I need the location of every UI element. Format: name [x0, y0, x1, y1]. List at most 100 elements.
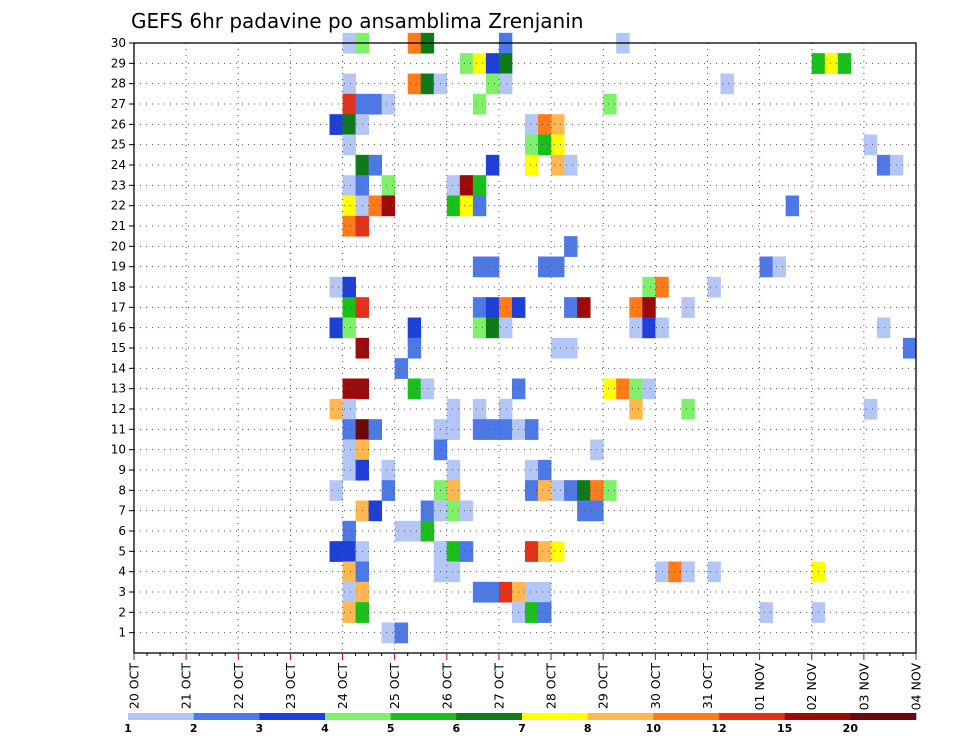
precip-cell: [525, 419, 539, 440]
x-tick-label: 21 OCT: [179, 663, 194, 709]
precip-cell: [342, 195, 356, 217]
precip-cell: [342, 317, 356, 339]
precip-cell: [472, 195, 487, 217]
precip-cell: [642, 276, 656, 298]
precip-cell: [446, 541, 461, 562]
y-tick-label: 29: [111, 56, 126, 70]
y-tick-label: 20: [111, 239, 126, 253]
precip-cell: [551, 154, 565, 176]
precip-cell: [837, 53, 852, 74]
precip-cell: [498, 53, 513, 74]
precip-cell: [342, 398, 356, 420]
grid-lines: [134, 42, 916, 653]
precip-cell: [329, 276, 343, 298]
y-tick-label: 2: [118, 605, 126, 619]
colorbar-segment: [456, 713, 523, 720]
precip-cell: [564, 337, 578, 359]
x-tick-label: 30 OCT: [648, 663, 663, 709]
precip-cell: [446, 195, 461, 217]
y-tick-label: 18: [111, 280, 126, 294]
y-tick-label: 9: [118, 463, 126, 477]
x-tick-label: 04 NOV: [909, 663, 924, 711]
precip-cell: [368, 195, 383, 217]
precip-cell: [329, 398, 343, 420]
y-tick-label: 23: [111, 178, 126, 192]
x-tick-label: 03 NOV: [856, 663, 871, 711]
y-tick-label: 5: [118, 544, 126, 558]
colorbar-label: 15: [777, 722, 792, 735]
precip-cell: [498, 581, 513, 603]
precip-cell: [538, 256, 552, 278]
x-tick-label: 31 OCT: [700, 663, 715, 709]
x-tick-label: 24 OCT: [335, 663, 350, 709]
precip-cell: [472, 297, 487, 318]
precip-cell: [420, 500, 435, 522]
precip-cell: [394, 358, 409, 379]
precip-cell: [342, 520, 356, 542]
colorbar-segment: [719, 713, 785, 720]
precip-cell: [381, 175, 396, 196]
colorbar-segment: [325, 713, 391, 720]
precip-cell: [538, 134, 552, 156]
precip-cell: [876, 317, 891, 339]
precip-cell: [485, 73, 500, 95]
precip-cell: [577, 500, 591, 522]
precip-cell: [538, 459, 552, 481]
precip-cell: [525, 134, 539, 156]
x-tick-label: 20 OCT: [127, 663, 142, 709]
y-tick-label: 1: [118, 626, 126, 640]
precip-cell: [564, 297, 578, 318]
precip-cell: [564, 154, 578, 176]
precip-cell: [342, 439, 356, 461]
precip-cell: [472, 419, 487, 440]
precip-cell: [485, 581, 500, 603]
precip-cell: [381, 93, 396, 115]
precip-cell: [381, 622, 396, 644]
precip-cell: [824, 53, 839, 74]
precip-cell: [459, 175, 474, 196]
precip-cell: [342, 215, 356, 237]
precip-cell: [551, 256, 565, 278]
precip-cell: [420, 73, 435, 95]
precip-cell: [577, 480, 591, 501]
precip-cell: [681, 561, 695, 583]
precip-cell: [525, 459, 539, 481]
precip-cell: [459, 195, 474, 217]
precip-cell: [485, 53, 500, 74]
precip-cell: [498, 317, 513, 339]
colorbar-label: 2: [190, 722, 198, 735]
precip-cell: [342, 602, 356, 623]
precip-cell: [472, 398, 487, 420]
colorbar-label: 10: [646, 722, 662, 735]
precip-cell: [407, 378, 422, 400]
y-tick-label: 3: [118, 585, 126, 599]
precip-cell: [407, 73, 422, 95]
precip-cell: [525, 602, 539, 623]
y-tick-label: 25: [111, 138, 126, 152]
y-tick-label: 7: [118, 504, 126, 518]
precip-cell: [681, 398, 695, 420]
y-tick-label: 27: [111, 97, 126, 111]
heatmap-cells: [329, 32, 917, 644]
precip-cell: [459, 53, 474, 74]
precip-cell: [329, 317, 343, 339]
colorbar-segment: [193, 713, 260, 720]
precip-cell: [863, 398, 878, 420]
colorbar-label: 3: [256, 722, 264, 735]
precip-cell: [342, 297, 356, 318]
colorbar-label: 1: [124, 722, 132, 735]
colorbar-segment: [522, 713, 588, 720]
x-tick-label: 23 OCT: [283, 663, 298, 709]
precip-cell: [446, 500, 461, 522]
colorbar-label: 5: [387, 722, 395, 735]
x-tick-label: 02 NOV: [804, 663, 819, 711]
y-tick-label: 10: [111, 443, 126, 457]
precip-cell: [603, 378, 617, 400]
precip-cell: [485, 154, 500, 176]
y-tick-label: 8: [118, 483, 126, 497]
precip-cell: [876, 154, 891, 176]
precip-cell: [720, 73, 734, 95]
precip-cell: [772, 256, 787, 278]
precip-cell: [342, 459, 356, 481]
